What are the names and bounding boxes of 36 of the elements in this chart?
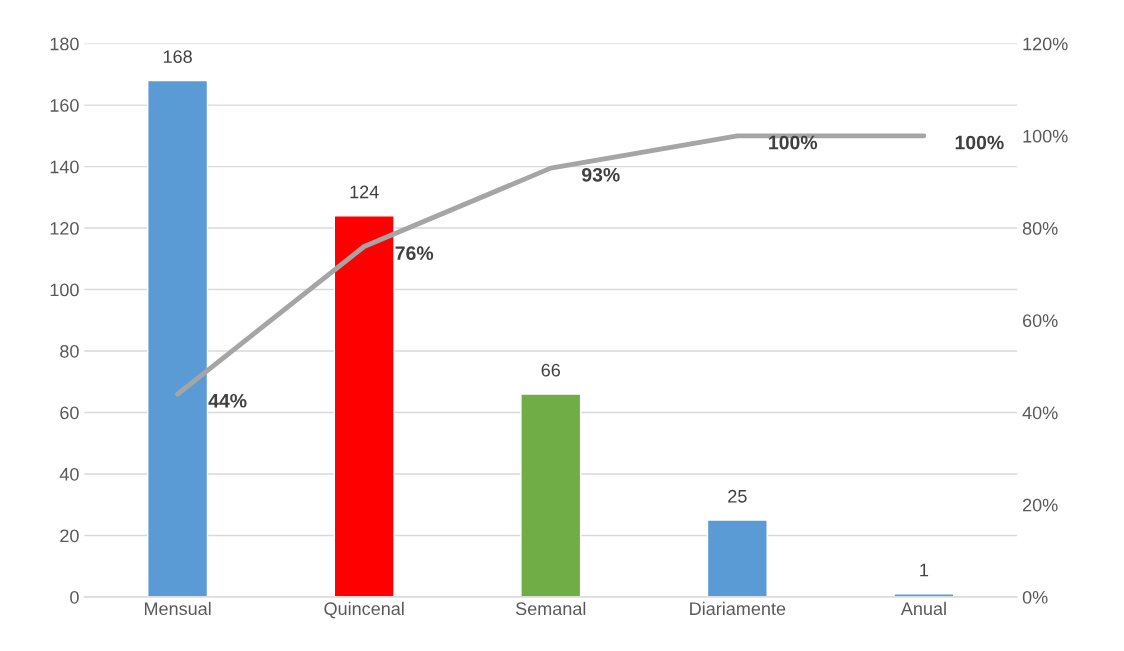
x-tick-label: Semanal [515, 601, 586, 616]
bar [706, 519, 768, 597]
y-tick-label: 120 [50, 222, 79, 235]
x-tick-label: Mensual [144, 601, 211, 616]
x-tick-label: Anual [900, 601, 946, 616]
y2-tick-label: 60% [1023, 314, 1058, 328]
y2-tick-label: 0% [1022, 590, 1048, 604]
y-tick-label: 80 [60, 344, 79, 358]
y-tick-label: 140 [50, 160, 79, 174]
y-tick-label: 20 [60, 529, 79, 543]
y-tick-label: 180 [50, 37, 79, 51]
data-label: 100% [769, 135, 818, 150]
y2-tick-label: 100% [1023, 129, 1068, 143]
data-label: 76% [395, 246, 434, 261]
x-tick-label: Diariamente [690, 601, 786, 616]
data-label: 66 [541, 363, 561, 377]
bar [333, 215, 395, 597]
y-tick-label: 100 [50, 283, 79, 297]
y-tick-label: 60 [60, 406, 79, 420]
y-tick-label: 160 [50, 99, 79, 112]
data-label: 25 [728, 489, 747, 503]
y2-tick-label: 20% [1022, 498, 1058, 512]
y-tick-label: 40 [59, 467, 79, 481]
data-label: 124 [350, 185, 379, 199]
bar [520, 393, 582, 597]
y2-tick-label: 80% [1022, 222, 1058, 235]
data-label: 44% [208, 393, 247, 408]
x-tick-label: Quincenal [324, 601, 404, 619]
data-label: 168 [163, 50, 192, 64]
y-tick-label: 0 [70, 590, 79, 604]
y2-tick-label: 120% [1023, 37, 1068, 51]
data-label: 100% [955, 135, 1004, 150]
data-label: 1 [920, 563, 929, 577]
bar [147, 79, 209, 597]
data-label: 93% [581, 167, 620, 182]
y2-tick-label: 40% [1022, 406, 1058, 420]
